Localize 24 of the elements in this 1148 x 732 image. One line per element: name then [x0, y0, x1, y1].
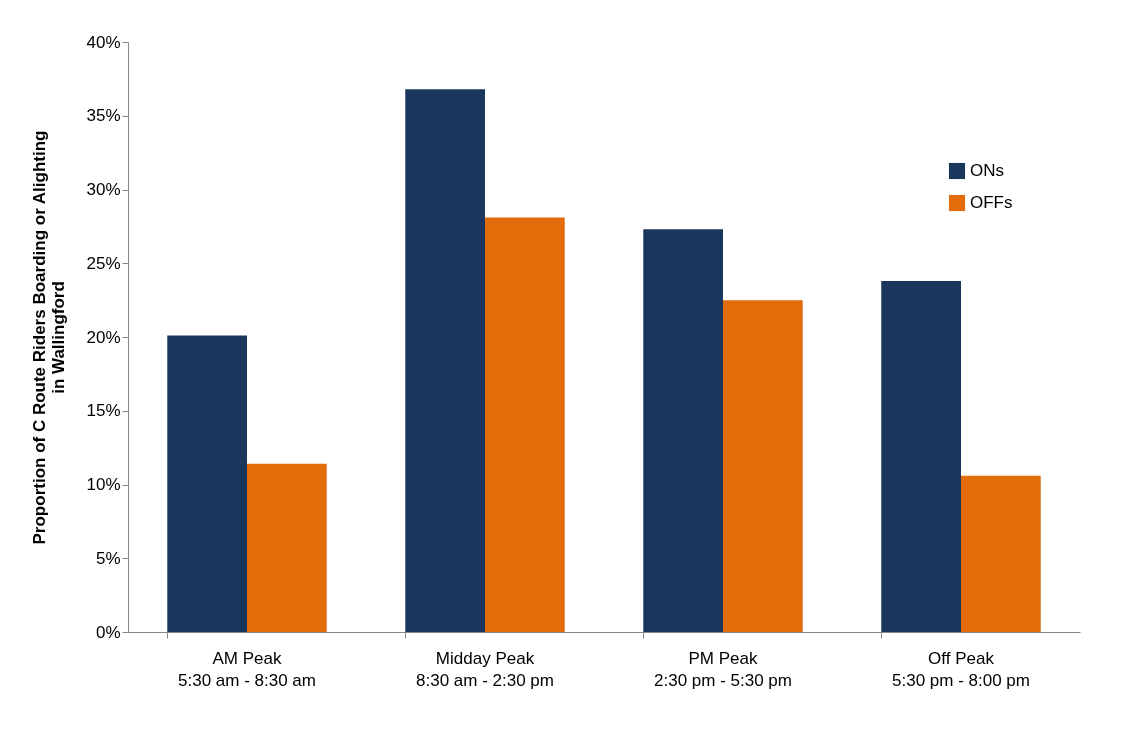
y-axis-title: Proportion of C Route Riders Boarding or Alighting in Wallingford	[30, 130, 69, 545]
y-tick-label: 30%	[86, 180, 121, 199]
bar	[881, 280, 961, 632]
y-tick-label: 35%	[86, 106, 121, 126]
bar	[167, 335, 247, 632]
y-tick-label: 0%	[95, 622, 121, 642]
bar	[405, 89, 485, 632]
y-tick-label: 40%	[86, 32, 121, 52]
legend-label: ONs	[970, 161, 1004, 180]
x-tick-label: Midday Peak 8:30 am - 2:30 pm	[416, 648, 554, 690]
x-tick-label: Off Peak 5:30 pm - 8:00 pm	[892, 648, 1030, 690]
bar	[723, 300, 803, 632]
x-tick-label: PM Peak 2:30 pm - 5:30 pm	[654, 648, 792, 690]
bar	[643, 229, 723, 632]
x-tick-label: AM Peak 5:30 am - 8:30 am	[178, 648, 316, 690]
bar	[961, 475, 1041, 632]
y-tick-label: 25%	[86, 253, 121, 273]
y-tick-label: 20%	[86, 327, 121, 347]
bar	[247, 463, 327, 632]
y-tick-label: 15%	[86, 401, 121, 421]
bar	[485, 217, 565, 632]
legend-label: OFFs	[970, 193, 1013, 212]
y-tick-label: 5%	[95, 548, 121, 568]
y-tick-label: 10%	[86, 475, 121, 494]
